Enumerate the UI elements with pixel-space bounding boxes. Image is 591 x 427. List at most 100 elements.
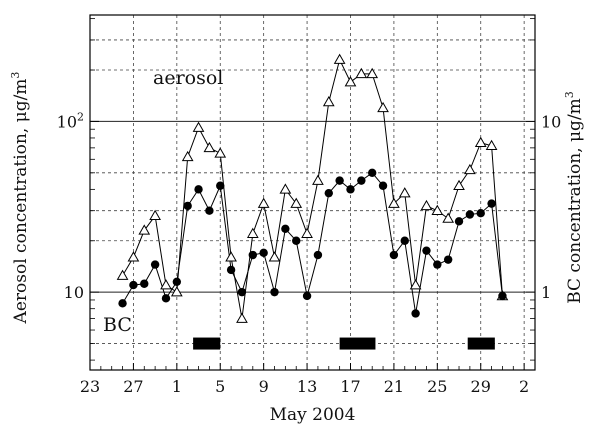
y-axis-left-label-text: Aerosol concentration, μg/m xyxy=(11,79,31,325)
point-aerosol xyxy=(214,147,227,158)
point-bc xyxy=(259,248,268,258)
point-bc xyxy=(248,250,258,260)
x-tick-label: 1 xyxy=(172,377,182,396)
y-axis-right-label-sup: 3 xyxy=(563,91,576,98)
period-bar xyxy=(339,337,376,350)
point-aerosol xyxy=(431,204,444,215)
x-tick-label: 27 xyxy=(123,377,143,396)
period-bars xyxy=(193,337,495,350)
x-tick-label: 2 xyxy=(519,377,529,396)
point-bc xyxy=(205,206,214,215)
point-bc xyxy=(454,217,464,226)
y-left-tick-label-base: 10 xyxy=(57,112,77,131)
point-aerosol xyxy=(377,101,389,113)
point-bc xyxy=(378,181,388,190)
point-bc xyxy=(216,181,225,190)
point-aerosol xyxy=(225,251,237,262)
y-left-tick-label-base: 10 xyxy=(64,283,84,302)
y-axis-left-label-sup: 3 xyxy=(9,72,22,79)
point-aerosol xyxy=(301,227,313,238)
point-bc xyxy=(183,201,192,211)
y-axis-right-label: BC concentration, μg/m3 xyxy=(563,91,585,304)
x-tick-label: 13 xyxy=(297,377,317,396)
y-right-tick-label: 10 xyxy=(541,112,561,131)
point-aerosol xyxy=(333,53,346,64)
plot-frame xyxy=(89,14,536,371)
point-bc xyxy=(367,168,377,178)
point-bc xyxy=(237,287,247,297)
x-tick-label: 9 xyxy=(259,377,269,396)
point-aerosol xyxy=(116,269,129,280)
point-aerosol xyxy=(138,224,151,235)
series-markers xyxy=(116,53,509,323)
point-aerosol xyxy=(464,163,476,175)
point-aerosol xyxy=(366,67,379,79)
point-bc xyxy=(129,280,138,290)
point-bc xyxy=(346,185,355,194)
x-tick-label: 29 xyxy=(471,377,491,396)
point-aerosol xyxy=(170,286,183,297)
point-bc xyxy=(226,265,236,275)
point-bc xyxy=(335,176,344,185)
point-aerosol xyxy=(420,199,433,211)
annotation-aerosol: aerosol xyxy=(153,67,223,89)
point-aerosol xyxy=(279,183,292,194)
point-bc xyxy=(411,309,420,318)
point-bc xyxy=(161,294,171,303)
point-aerosol xyxy=(322,95,335,107)
point-bc xyxy=(389,250,399,260)
point-aerosol xyxy=(127,251,140,262)
period-bar xyxy=(193,337,221,350)
point-aerosol xyxy=(398,187,411,198)
point-aerosol xyxy=(409,279,422,290)
y-left-tick-label-sup: 2 xyxy=(77,110,84,123)
y-right-tick-label-base: 1 xyxy=(541,283,551,302)
point-aerosol xyxy=(149,209,161,221)
axis-ticks xyxy=(89,18,536,370)
point-aerosol xyxy=(181,150,194,162)
point-aerosol xyxy=(203,141,216,153)
point-aerosol xyxy=(442,212,455,223)
point-aerosol xyxy=(474,136,487,147)
point-bc xyxy=(270,287,279,297)
x-axis-label: May 2004 xyxy=(270,405,356,425)
point-aerosol xyxy=(355,67,368,79)
x-tick-label: 25 xyxy=(427,377,447,396)
point-aerosol xyxy=(246,227,259,238)
point-bc xyxy=(443,255,453,264)
point-aerosol xyxy=(160,279,172,290)
y-left-tick-label: 102 xyxy=(57,110,84,131)
point-aerosol xyxy=(268,251,281,262)
point-bc xyxy=(150,260,160,269)
period-bar xyxy=(467,337,495,350)
point-bc xyxy=(313,250,323,260)
y-right-tick-label: 1 xyxy=(541,283,551,302)
point-bc xyxy=(194,185,203,194)
grid xyxy=(90,15,535,370)
point-aerosol xyxy=(485,139,498,151)
point-bc xyxy=(476,209,485,218)
point-bc xyxy=(487,199,496,208)
point-bc xyxy=(140,279,149,288)
x-tick-label: 21 xyxy=(384,377,404,396)
point-bc xyxy=(498,291,507,301)
point-bc xyxy=(357,176,366,185)
point-bc xyxy=(324,188,333,198)
point-aerosol xyxy=(290,197,303,208)
point-aerosol xyxy=(236,312,248,323)
point-bc xyxy=(292,236,301,245)
y-axis-right-label-text: BC concentration, μg/m xyxy=(565,98,585,304)
point-aerosol xyxy=(257,197,270,208)
x-tick-label: 5 xyxy=(215,377,225,396)
point-bc xyxy=(118,299,127,308)
point-bc xyxy=(172,277,182,286)
point-aerosol xyxy=(192,121,205,132)
point-bc xyxy=(281,224,290,233)
y-left-tick-label: 10 xyxy=(64,283,84,302)
point-bc xyxy=(302,291,312,301)
point-bc xyxy=(422,246,431,255)
point-bc xyxy=(465,210,475,219)
annotation-bc: BC xyxy=(103,314,132,336)
